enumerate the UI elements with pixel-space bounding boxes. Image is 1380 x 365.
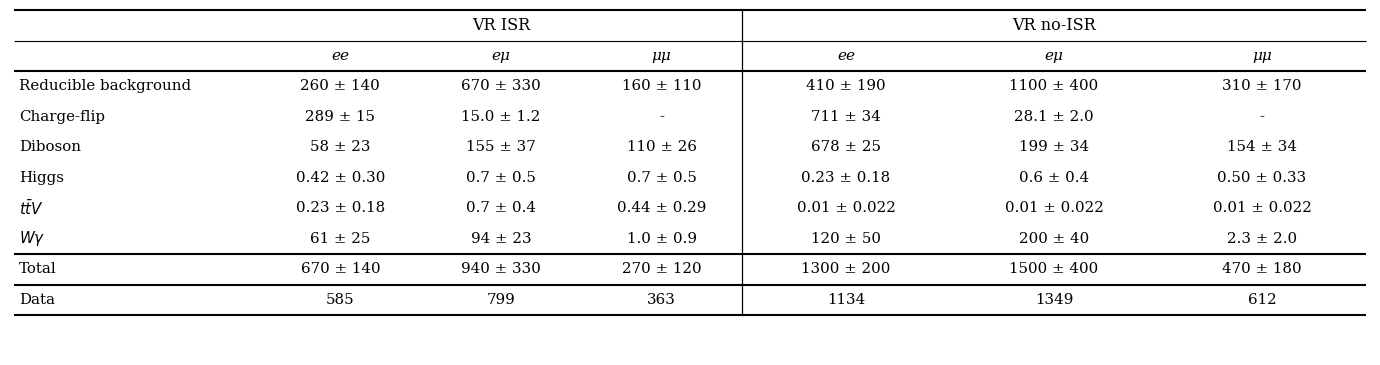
Text: 711 ± 34: 711 ± 34 — [811, 110, 880, 124]
Text: 0.6 ± 0.4: 0.6 ± 0.4 — [1018, 171, 1089, 185]
Text: 0.7 ± 0.4: 0.7 ± 0.4 — [466, 201, 535, 215]
Text: 410 ± 190: 410 ± 190 — [806, 79, 886, 93]
Text: 799: 799 — [487, 293, 515, 307]
Text: 0.23 ± 0.18: 0.23 ± 0.18 — [295, 201, 385, 215]
Text: 0.23 ± 0.18: 0.23 ± 0.18 — [802, 171, 890, 185]
Text: 154 ± 34: 154 ± 34 — [1227, 140, 1297, 154]
Text: 110 ± 26: 110 ± 26 — [627, 140, 697, 154]
Text: 678 ± 25: 678 ± 25 — [811, 140, 880, 154]
Text: 0.44 ± 0.29: 0.44 ± 0.29 — [617, 201, 707, 215]
Text: 58 ± 23: 58 ± 23 — [310, 140, 371, 154]
Text: -: - — [1260, 110, 1264, 124]
Text: 0.01 ± 0.022: 0.01 ± 0.022 — [1213, 201, 1311, 215]
Text: ee: ee — [838, 49, 856, 63]
Text: 940 ± 330: 940 ± 330 — [461, 262, 541, 276]
Text: 363: 363 — [647, 293, 676, 307]
Text: 1349: 1349 — [1035, 293, 1074, 307]
Text: 1134: 1134 — [827, 293, 865, 307]
Text: 289 ± 15: 289 ± 15 — [305, 110, 375, 124]
Text: 1500 ± 400: 1500 ± 400 — [1009, 262, 1098, 276]
Text: $W\gamma$: $W\gamma$ — [19, 229, 46, 248]
Text: eμ: eμ — [491, 49, 511, 63]
Text: 61 ± 25: 61 ± 25 — [310, 232, 370, 246]
Text: μμ: μμ — [1252, 49, 1272, 63]
Text: Reducible background: Reducible background — [19, 79, 190, 93]
Text: 155 ± 37: 155 ± 37 — [466, 140, 535, 154]
Text: 160 ± 110: 160 ± 110 — [622, 79, 701, 93]
Text: Higgs: Higgs — [19, 171, 63, 185]
Text: 28.1 ± 2.0: 28.1 ± 2.0 — [1014, 110, 1094, 124]
Text: $t\bar{t}V$: $t\bar{t}V$ — [19, 199, 44, 218]
Text: 470 ± 180: 470 ± 180 — [1223, 262, 1301, 276]
Text: 0.42 ± 0.30: 0.42 ± 0.30 — [295, 171, 385, 185]
Text: 585: 585 — [326, 293, 355, 307]
Text: 0.7 ± 0.5: 0.7 ± 0.5 — [466, 171, 535, 185]
Text: VR ISR: VR ISR — [472, 17, 530, 34]
Text: eμ: eμ — [1045, 49, 1064, 63]
Text: 1100 ± 400: 1100 ± 400 — [1009, 79, 1098, 93]
Text: 15.0 ± 1.2: 15.0 ± 1.2 — [461, 110, 541, 124]
Text: 0.7 ± 0.5: 0.7 ± 0.5 — [627, 171, 697, 185]
Text: Data: Data — [19, 293, 55, 307]
Text: Charge-flip: Charge-flip — [19, 110, 105, 124]
Text: μμ: μμ — [651, 49, 672, 63]
Text: 200 ± 40: 200 ± 40 — [1018, 232, 1089, 246]
Text: 0.01 ± 0.022: 0.01 ± 0.022 — [796, 201, 896, 215]
Text: 310 ± 170: 310 ± 170 — [1223, 79, 1301, 93]
Text: Total: Total — [19, 262, 57, 276]
Text: 670 ± 140: 670 ± 140 — [301, 262, 380, 276]
Text: -: - — [660, 110, 664, 124]
Text: 270 ± 120: 270 ± 120 — [622, 262, 701, 276]
Text: 2.3 ± 2.0: 2.3 ± 2.0 — [1227, 232, 1297, 246]
Text: 120 ± 50: 120 ± 50 — [811, 232, 880, 246]
Text: 1.0 ± 0.9: 1.0 ± 0.9 — [627, 232, 697, 246]
Text: ee: ee — [331, 49, 349, 63]
Text: 94 ± 23: 94 ± 23 — [471, 232, 531, 246]
Text: 612: 612 — [1248, 293, 1276, 307]
Text: 260 ± 140: 260 ± 140 — [301, 79, 381, 93]
Text: 199 ± 34: 199 ± 34 — [1018, 140, 1089, 154]
Text: 0.01 ± 0.022: 0.01 ± 0.022 — [1005, 201, 1104, 215]
Text: 1300 ± 200: 1300 ± 200 — [802, 262, 890, 276]
Text: VR no-ISR: VR no-ISR — [1012, 17, 1096, 34]
Text: 0.50 ± 0.33: 0.50 ± 0.33 — [1217, 171, 1307, 185]
Text: 670 ± 330: 670 ± 330 — [461, 79, 541, 93]
Text: Diboson: Diboson — [19, 140, 81, 154]
